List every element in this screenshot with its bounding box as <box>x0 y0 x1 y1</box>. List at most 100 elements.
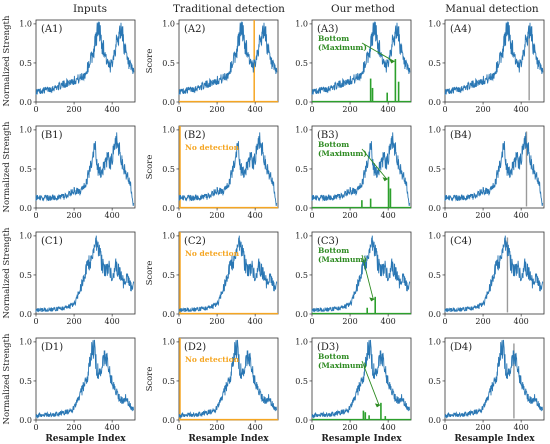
y-tick-label: 1.0 <box>162 126 175 135</box>
panel-b1: (B1) 0 200 400 0.0 0.5 1.0 Normalized Strength <box>2 121 136 220</box>
panel-label: (A3) <box>317 24 338 35</box>
annotation-arrow <box>361 254 374 299</box>
y-tick-label: 0.0 <box>428 98 441 107</box>
x-tick-label: 0 <box>33 211 38 220</box>
x-tick-label: 0 <box>309 105 314 114</box>
x-tick-label: 400 <box>105 211 120 220</box>
y-tick-label: 0.0 <box>295 204 308 213</box>
y-tick-label: 0.0 <box>295 416 308 425</box>
col-title-manual: Manual detection <box>445 3 539 15</box>
y-tick-label: 0.0 <box>19 204 32 213</box>
y-tick-label: 1.0 <box>428 126 441 135</box>
x-tick-label: 400 <box>105 423 120 432</box>
panel-b4: (B4) 0 200 400 0.0 0.5 1.0 <box>428 125 545 220</box>
panel-c2: No detection (C2) 0 200 400 0.0 0.5 1.0 Score <box>145 231 279 326</box>
x-tick-label: 200 <box>209 105 224 114</box>
x-tick-label: 200 <box>475 423 490 432</box>
x-tick-label: 400 <box>381 105 396 114</box>
y-tick-label: 0.0 <box>428 416 441 425</box>
col-title-our-method: Our method <box>331 3 395 15</box>
x-tick-label: 200 <box>209 211 224 220</box>
y-tick-label: 0.0 <box>162 98 175 107</box>
x-tick-label: 200 <box>209 423 224 432</box>
no-detection-label: No detection <box>185 143 240 152</box>
signal-line <box>311 339 411 419</box>
axes-frame <box>444 231 545 315</box>
x-tick-label: 0 <box>176 105 181 114</box>
panel-label: (A4) <box>450 24 471 35</box>
signal-line <box>444 235 544 313</box>
y-tick-label: 1.0 <box>162 20 175 29</box>
panel-label: (B3) <box>317 130 339 141</box>
y-tick-label: 1.0 <box>295 126 308 135</box>
panel-b2: No detection (B2) 0 200 400 0.0 0.5 1.0 Score <box>145 125 279 220</box>
y-axis-label: Normalized Strength <box>2 15 12 106</box>
annotation-bottom: Bottom <box>318 352 349 361</box>
x-tick-label: 0 <box>309 317 314 326</box>
y-tick-label: 0.0 <box>295 98 308 107</box>
panel-c1: (C1) 0 200 400 0.0 0.5 1.0 Normalized Strength <box>2 227 136 326</box>
x-tick-label: 0 <box>33 423 38 432</box>
x-axis-label: Resample Index <box>321 434 402 444</box>
col-title-inputs: Inputs <box>73 3 107 15</box>
y-tick-label: 0.5 <box>19 271 32 280</box>
x-tick-label: 0 <box>309 211 314 220</box>
y-tick-label: 1.0 <box>428 338 441 347</box>
y-tick-label: 0.5 <box>428 165 441 174</box>
y-tick-label: 1.0 <box>19 338 32 347</box>
x-tick-label: 0 <box>176 423 181 432</box>
panel-label: (B1) <box>41 130 63 141</box>
y-tick-label: 0.0 <box>428 310 441 319</box>
arrow-head <box>369 297 376 302</box>
x-tick-label: 200 <box>209 317 224 326</box>
x-tick-label: 200 <box>66 211 81 220</box>
x-axis-label: Resample Index <box>188 434 269 444</box>
axes-frame <box>444 337 545 421</box>
y-tick-label: 0.5 <box>428 59 441 68</box>
y-tick-label: 0.0 <box>19 98 32 107</box>
y-tick-label: 1.0 <box>162 338 175 347</box>
panel-c4: (C4) 0 200 400 0.0 0.5 1.0 <box>428 231 545 326</box>
y-tick-label: 0.5 <box>295 165 308 174</box>
column-titles: Inputs Traditional detection Our method … <box>73 3 539 15</box>
y-tick-label: 1.0 <box>19 20 32 29</box>
annotation-maximum: (Maximum) <box>318 149 367 158</box>
y-tick-label: 0.5 <box>428 377 441 386</box>
y-tick-label: 1.0 <box>295 232 308 241</box>
y-tick-label: 0.0 <box>19 416 32 425</box>
panel-d1: (D1) 0 200 400 0.0 0.5 1.0 Normalized Strength R… <box>2 333 136 444</box>
y-tick-label: 1.0 <box>295 20 308 29</box>
x-tick-label: 400 <box>248 211 263 220</box>
y-tick-label: 1.0 <box>295 338 308 347</box>
axes-frame <box>444 19 545 103</box>
signal-line <box>444 132 544 206</box>
signal-line <box>444 20 544 95</box>
y-tick-label: 0.5 <box>19 377 32 386</box>
panel-label: (C1) <box>41 236 63 247</box>
x-tick-label: 0 <box>442 105 447 114</box>
panel-a2: (A2) 0 200 400 0.0 0.5 1.0 Score <box>145 19 279 114</box>
x-axis-label: Resample Index <box>454 434 535 444</box>
panel-label: (D1) <box>41 342 63 353</box>
signal-line <box>178 235 278 313</box>
annotation-arrow <box>361 360 380 405</box>
y-axis-label: Score <box>145 49 155 74</box>
y-tick-label: 0.5 <box>295 271 308 280</box>
signal-line <box>178 132 278 206</box>
y-tick-label: 0.0 <box>162 310 175 319</box>
panel-label: (B4) <box>450 130 472 141</box>
panel-label: (A1) <box>41 24 62 35</box>
panel-d2: No detection (D2) 0 200 400 0.0 0.5 1.0 Score Res… <box>145 337 279 444</box>
panel-d3: Bottom(Maximum) (D3) 0 200 400 0.0 0.5 1.0 Resam… <box>295 337 412 444</box>
panel-label: (D4) <box>450 342 472 353</box>
panel-a4: (A4) 0 200 400 0.0 0.5 1.0 <box>428 19 545 114</box>
x-tick-label: 0 <box>33 105 38 114</box>
y-axis-label: Score <box>145 261 155 286</box>
signal-line <box>444 339 544 419</box>
signal-line <box>311 235 411 313</box>
col-title-traditional: Traditional detection <box>173 3 285 15</box>
annotation-maximum: (Maximum) <box>318 255 367 264</box>
y-tick-label: 1.0 <box>428 20 441 29</box>
y-axis-label: Normalized Strength <box>2 227 12 318</box>
y-tick-label: 0.5 <box>162 59 175 68</box>
